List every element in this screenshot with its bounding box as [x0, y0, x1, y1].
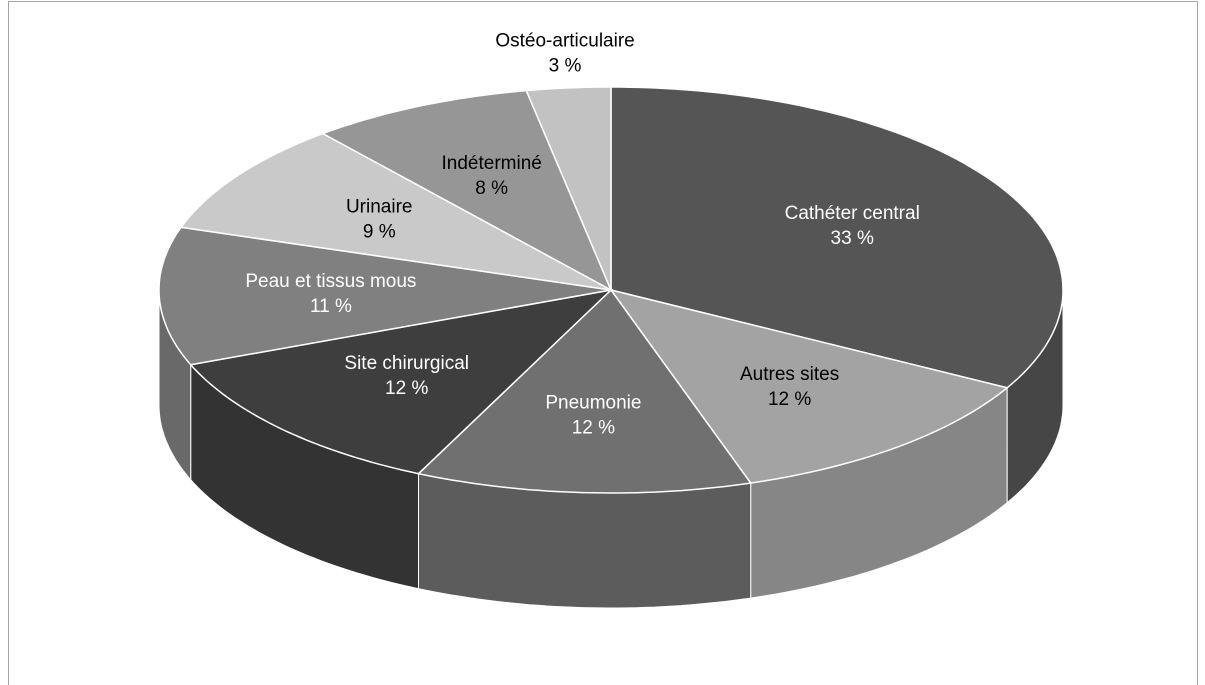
pie-sides — [158, 289, 1064, 609]
category-label: Autres sites — [740, 364, 839, 385]
pie-slice — [610, 86, 1064, 389]
category-label: Ostéo-articulaire — [495, 31, 634, 52]
pie-slice — [416, 288, 753, 494]
category-label: Indéterminé — [442, 153, 542, 174]
pie-tops — [158, 86, 1064, 494]
pie-slice — [321, 89, 613, 292]
pie-slice — [179, 132, 612, 291]
category-label: Cathéter central — [785, 203, 920, 224]
category-label: Peau et tissus mous — [245, 271, 416, 292]
data-labels: Cathéter central 33 % Autres sites 12 % Pneu… — [245, 31, 919, 439]
slice-side — [418, 473, 752, 609]
value-label: 12 % — [572, 418, 615, 439]
pie-slice — [609, 288, 1009, 484]
category-label: Pneumonie — [545, 393, 641, 414]
pie-slice — [525, 86, 612, 291]
value-label: 12 % — [768, 389, 811, 410]
value-label: 33 % — [831, 228, 874, 249]
category-label: Site chirurgical — [344, 353, 469, 374]
pie-slice — [189, 288, 614, 475]
category-label: Urinaire — [346, 196, 413, 217]
value-label: 12 % — [385, 378, 428, 399]
value-label: 9 % — [363, 221, 396, 242]
value-label: 8 % — [475, 178, 508, 199]
value-label: 11 % — [310, 296, 352, 317]
value-label: 3 % — [549, 56, 582, 77]
pie-slice — [158, 226, 612, 366]
